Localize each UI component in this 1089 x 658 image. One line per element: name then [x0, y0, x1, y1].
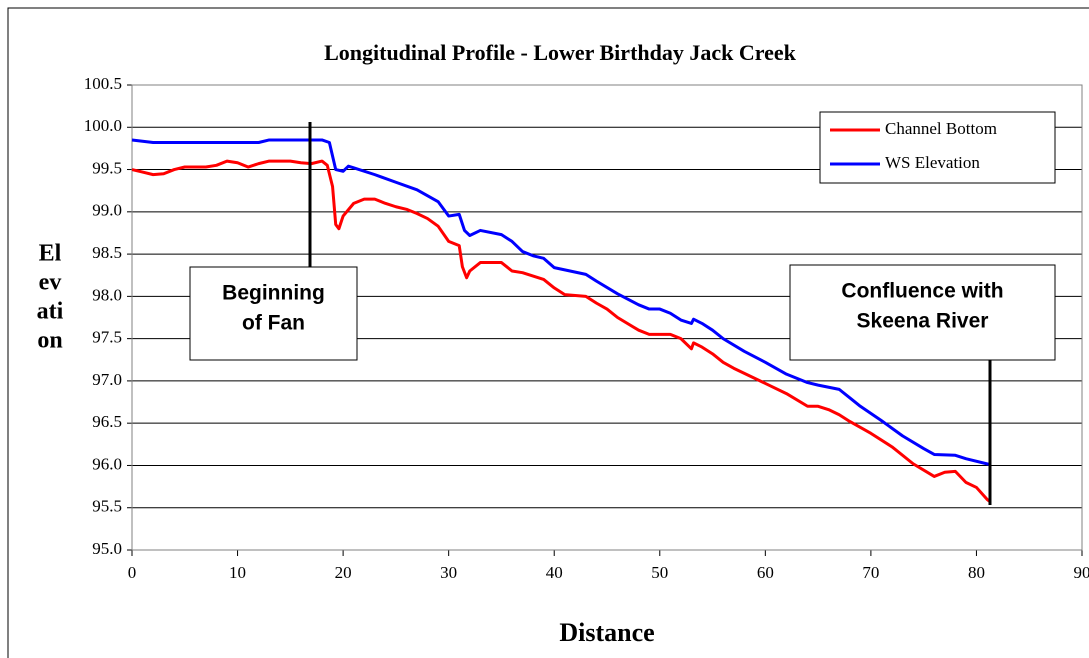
legend-box: [819, 111, 1056, 184]
annotation-text: Beginning: [222, 282, 325, 305]
x-tick-label: 40: [546, 563, 563, 582]
lines: [131, 138, 992, 503]
y-tick-label: 99.5: [92, 158, 122, 177]
y-tick-label: 98.5: [92, 243, 122, 262]
y-tick-label: 97.0: [92, 370, 122, 389]
series-line: [131, 159, 992, 503]
x-tick-label: 50: [651, 563, 668, 582]
x-tick-label: 30: [440, 563, 457, 582]
plot-area: [131, 84, 1083, 551]
y-axis-label: ev: [39, 270, 62, 296]
annotation-box: [189, 266, 358, 361]
annotation-text: Confluence with: [841, 280, 1003, 303]
x-tick-label: 0: [128, 563, 137, 582]
x-tick-label: 10: [229, 563, 246, 582]
x-tick-label: 80: [968, 563, 985, 582]
x-tick-label: 90: [1074, 563, 1089, 582]
legend-label: Channel Bottom: [885, 119, 997, 138]
y-tick-label: 100.5: [84, 74, 122, 93]
chart-title: Longitudinal Profile - Lower Birthday Ja…: [324, 40, 797, 65]
y-tick-label: 95.5: [92, 497, 122, 516]
y-tick-label: 98.0: [92, 285, 122, 304]
x-axis-label: Distance: [559, 618, 654, 647]
annotation-text: Skeena River: [857, 310, 989, 333]
x-tick-label: 20: [335, 563, 352, 582]
x-tick-label: 60: [757, 563, 774, 582]
y-axis-label: on: [37, 328, 62, 354]
y-tick-label: 96.0: [92, 454, 122, 473]
annotation-box: [789, 264, 1056, 361]
y-axis-label: El: [39, 241, 62, 267]
y-tick-label: 99.0: [92, 201, 122, 220]
y-tick-label: 97.5: [92, 328, 122, 347]
y-tick-label: 95.0: [92, 539, 122, 558]
annotation-text: of Fan: [242, 312, 305, 335]
y-tick-label: 96.5: [92, 412, 122, 431]
series-line: [131, 138, 991, 467]
y-tick-label: 100.0: [84, 116, 122, 135]
y-axis-label: ati: [37, 299, 64, 325]
legend-label: WS Elevation: [885, 153, 980, 172]
legend: Channel Bottom WS Elevation: [819, 111, 1056, 184]
annotations: Beginning of Fan Confluence with Skeena Riv…: [189, 122, 1056, 505]
x-tick-label: 70: [862, 563, 879, 582]
